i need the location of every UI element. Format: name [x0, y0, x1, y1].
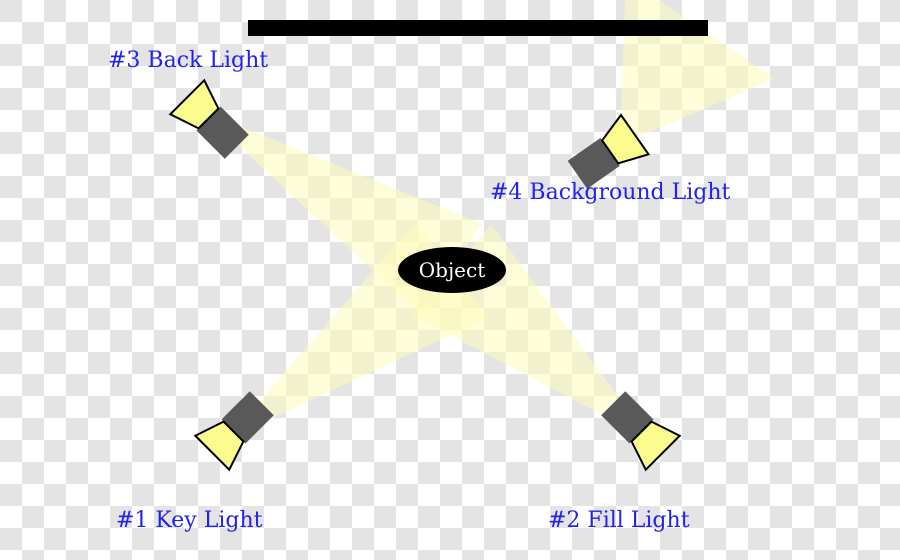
label-fill-light: #2 Fill Light [548, 508, 690, 533]
spotlight-back [170, 80, 253, 163]
label-back-light-text: #3 Back Light [108, 48, 268, 73]
label-fill-light-text: #2 Fill Light [548, 508, 690, 533]
object-badge: Object [398, 247, 506, 293]
label-back-light: #3 Back Light [108, 48, 268, 73]
label-key-light-text: #1 Key Light [116, 508, 262, 533]
label-key-light: #1 Key Light [116, 508, 262, 533]
label-background-light-text: #4 Background Light [490, 180, 730, 205]
lighting-diagram: Object #3 Back Light #4 Background Light… [0, 0, 900, 560]
object-label: Object [419, 258, 485, 282]
label-background-light: #4 Background Light [490, 180, 730, 205]
backdrop-bar [248, 20, 708, 36]
